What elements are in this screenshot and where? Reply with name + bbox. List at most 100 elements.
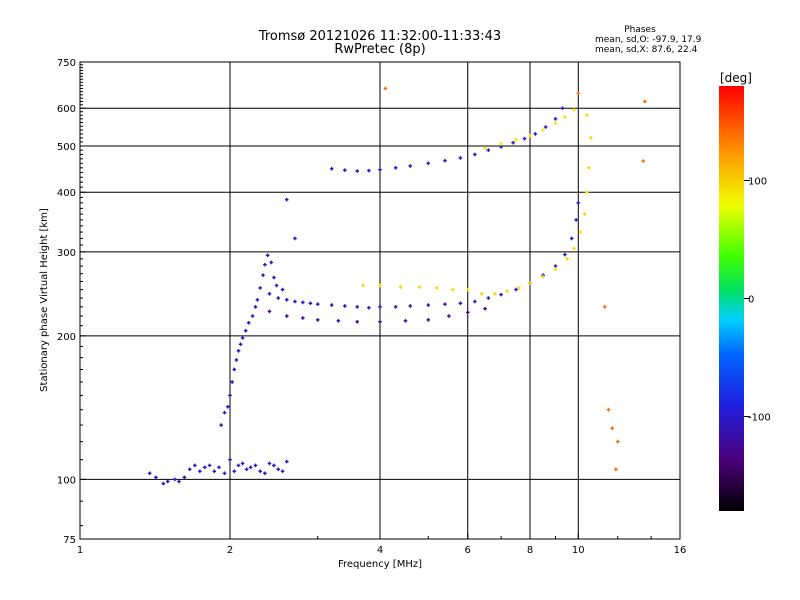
echo-point (240, 461, 245, 466)
echo-point (343, 304, 347, 308)
echo-point (267, 291, 272, 296)
echo-point (473, 299, 477, 304)
x-tick-label: 2 (227, 545, 233, 556)
echo-point (343, 168, 347, 172)
echo-point (361, 283, 365, 288)
echo-point (202, 465, 207, 470)
echo-point (263, 262, 267, 267)
colorbar-tick-label: 0 (748, 295, 754, 306)
y-tick-label: 75 (63, 535, 76, 546)
echo-point (383, 86, 388, 91)
grid-lines (80, 62, 680, 539)
echo-point (232, 469, 237, 474)
echo-point (434, 286, 439, 290)
echo-point (553, 267, 558, 271)
echo-point (606, 407, 611, 412)
echo-point (173, 477, 177, 482)
echo-point (182, 475, 187, 480)
echo-point (272, 275, 276, 280)
echo-point (284, 297, 289, 302)
echo-point (486, 148, 491, 152)
echo-point (274, 283, 279, 288)
y-tick-label: 400 (57, 188, 76, 199)
echo-point (560, 106, 565, 111)
echo-point (355, 319, 359, 324)
stats-x-mode: mean, sd,X: 87.6, 22.4 (595, 45, 698, 55)
x-tick-label: 10 (572, 545, 585, 556)
echo-point (514, 138, 518, 142)
echo-point (426, 303, 431, 307)
echo-point (280, 469, 285, 474)
colorbar-ticks: 100 0 -100 (744, 176, 771, 424)
echo-point (232, 367, 237, 372)
echo-point (207, 463, 212, 468)
echo-point (329, 166, 334, 171)
echo-point (479, 291, 484, 296)
echo-point (587, 166, 591, 170)
echo-point (458, 301, 463, 306)
y-tick-label: 300 (57, 248, 76, 259)
echo-point (284, 197, 289, 202)
chart-subtitle: RwPretec (8p) (334, 42, 425, 57)
echo-point (228, 393, 232, 398)
echo-point (154, 475, 158, 480)
echo-point (451, 287, 455, 292)
echo-point (458, 156, 463, 160)
echo-point (238, 342, 243, 347)
echo-point (443, 302, 447, 306)
y-tick-label: 100 (57, 475, 76, 486)
echo-point (505, 289, 509, 294)
echo-point (284, 314, 289, 318)
echo-point (543, 125, 548, 129)
echo-point (267, 309, 272, 314)
axes: 1 2 4 6 8 10 16 75 100 200 300 400 500 600 750 (57, 58, 686, 556)
echo-point (280, 287, 285, 292)
echo-point (528, 281, 532, 285)
echo-point (610, 426, 615, 431)
echo-point (572, 108, 576, 112)
echo-point (483, 306, 487, 311)
echo-point (578, 230, 583, 234)
echo-point (276, 296, 281, 300)
chart-title: Tromsø 20121026 11:32:00-11:33:43 (258, 29, 501, 44)
echo-point (177, 479, 181, 484)
echo-point (426, 161, 431, 166)
echo-point (301, 300, 305, 305)
echo-point (265, 253, 270, 258)
echo-point (522, 136, 527, 141)
echo-point (641, 159, 646, 163)
echo-point (378, 305, 382, 309)
echo-point (367, 168, 371, 173)
echo-point (576, 201, 581, 205)
echo-point (253, 305, 258, 309)
echo-point (336, 319, 341, 323)
echo-point (378, 319, 382, 324)
echo-point (426, 318, 431, 322)
echo-point (193, 463, 197, 468)
echo-point (486, 296, 491, 300)
echo-point (226, 404, 230, 409)
echo-point (236, 349, 241, 353)
echo-point (533, 132, 538, 136)
echo-point (228, 457, 232, 462)
echo-point (255, 297, 260, 302)
y-axis-label: Stationary phase Virtual Height [km] (39, 208, 50, 392)
x-tick-label: 8 (527, 545, 533, 556)
echo-point (514, 287, 518, 292)
echo-point (584, 190, 589, 195)
echo-point (541, 274, 545, 279)
echo-point (582, 212, 587, 216)
echo-point (563, 252, 567, 257)
y-tick-label: 500 (57, 142, 76, 153)
echo-point (248, 465, 253, 470)
echo-point (308, 301, 313, 306)
y-tick-label: 200 (57, 332, 76, 343)
echo-point (398, 285, 403, 289)
echo-point (499, 142, 503, 146)
echo-point (572, 246, 576, 251)
x-tick-label: 1 (77, 545, 83, 556)
echo-point (574, 218, 578, 222)
echo-point (187, 467, 192, 472)
echo-point (408, 164, 413, 168)
echo-point (253, 463, 258, 468)
